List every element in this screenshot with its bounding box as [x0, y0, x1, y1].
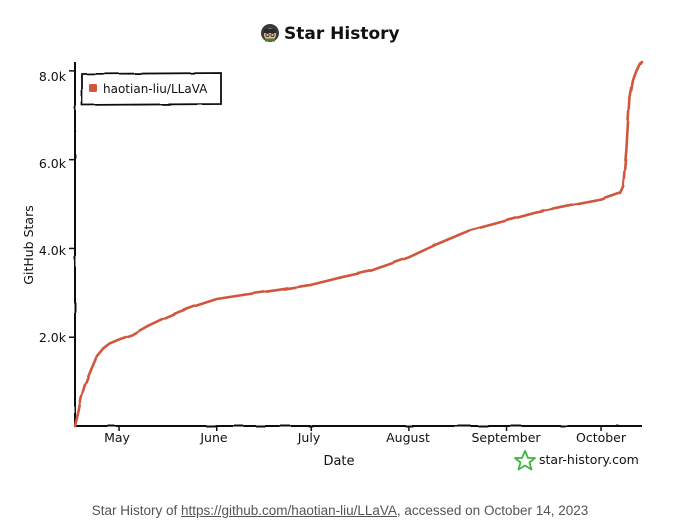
chart-svg: Star History 2.0k 4.0k 6.0k 8.0k May Jun…	[21, 24, 644, 471]
legend-swatch	[89, 84, 97, 92]
y-tick-label-4k: 4.0k	[39, 243, 67, 258]
x-tick-label-july: July	[297, 430, 321, 445]
chart-title-group: Star History	[261, 24, 400, 44]
x-tick-label-june: June	[199, 430, 228, 445]
watermark: star-history.com	[514, 450, 639, 471]
x-axis-label: Date	[323, 454, 354, 469]
avatar-icon	[261, 24, 279, 42]
y-axis-label: GitHub Stars	[21, 205, 36, 284]
chart-caption: Star History of https://github.com/haoti…	[0, 503, 680, 518]
y-tick-group	[69, 70, 75, 338]
legend-label: haotian-liu/LLaVA	[103, 82, 208, 96]
x-tick-label-october: October	[576, 430, 627, 445]
series-line-haotian-liu-llava	[73, 60, 644, 428]
y-tick-label-6k: 6.0k	[39, 156, 67, 171]
star-history-chart: Star History 2.0k 4.0k 6.0k 8.0k May Jun…	[21, 24, 644, 471]
y-tick-label-8k: 8.0k	[39, 69, 67, 84]
y-tick-label-2k: 2.0k	[39, 330, 67, 345]
legend: haotian-liu/LLaVA	[81, 72, 222, 106]
star-logo-icon	[514, 450, 536, 471]
x-tick-group	[118, 426, 602, 431]
legend-box	[81, 72, 222, 106]
repo-link[interactable]: https://github.com/haotian-liu/LLaVA	[181, 503, 397, 518]
caption-suffix: , accessed on October 14, 2023	[396, 503, 589, 518]
x-tick-label-september: September	[471, 430, 541, 445]
caption-prefix: Star History of	[91, 503, 181, 518]
x-tick-label-may: May	[104, 430, 130, 445]
chart-title: Star History	[284, 24, 400, 44]
x-tick-label-august: August	[386, 430, 430, 445]
watermark-text: star-history.com	[539, 452, 639, 467]
